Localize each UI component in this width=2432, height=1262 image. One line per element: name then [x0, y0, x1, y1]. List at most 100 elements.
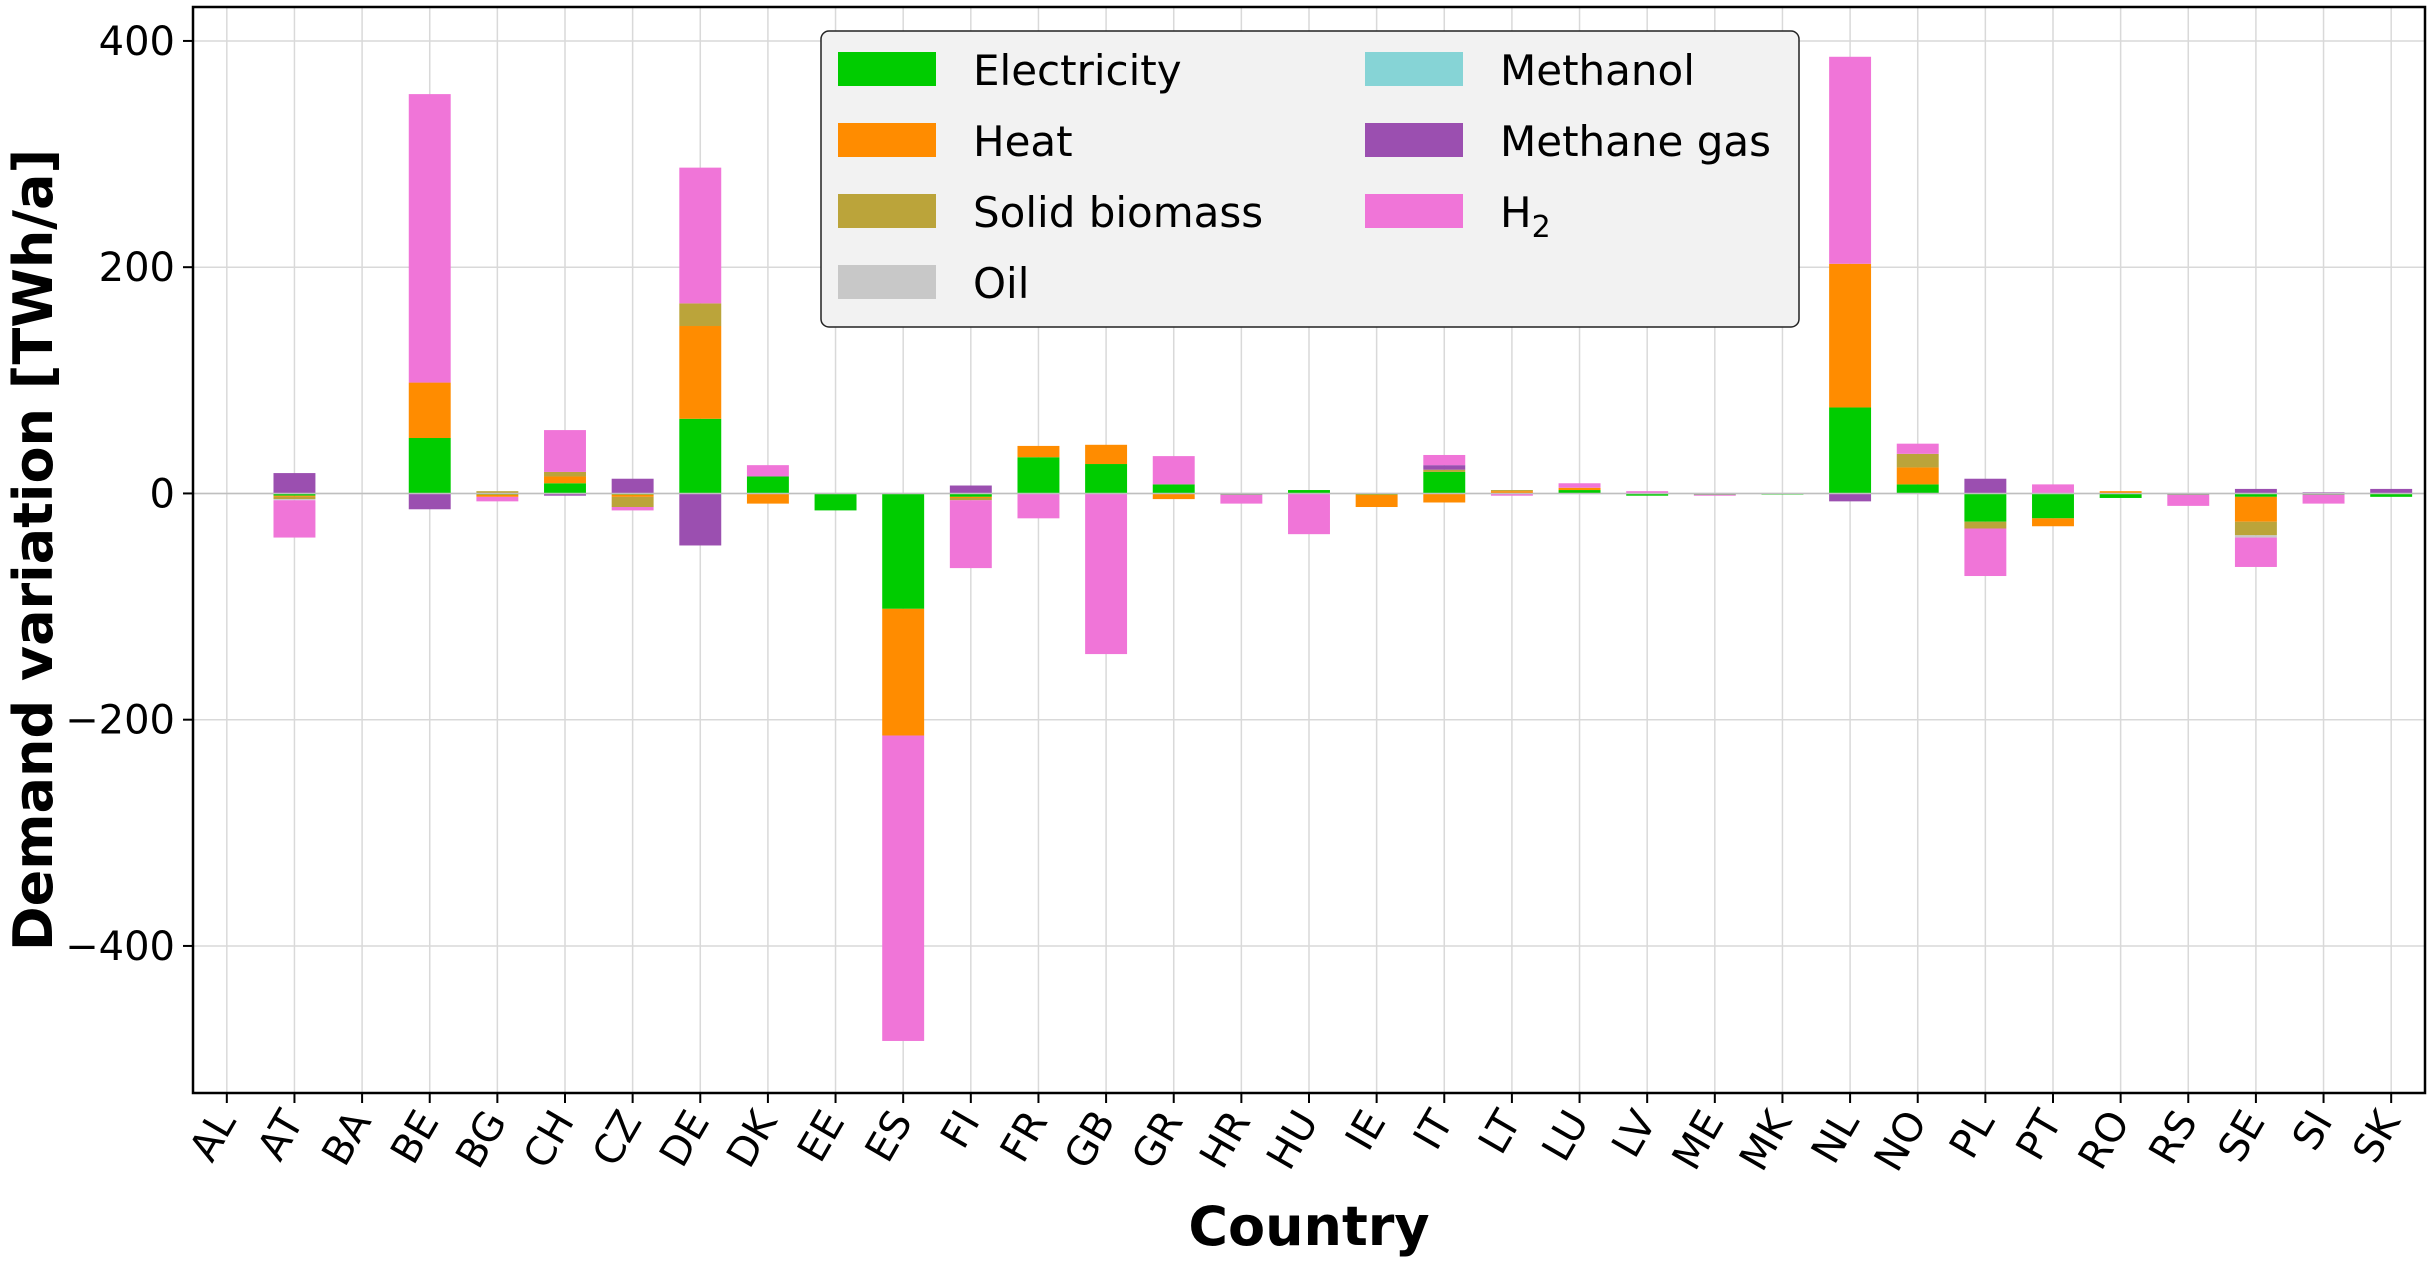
bar-ch-solid-biomass — [544, 471, 586, 477]
bar-bg-heat — [476, 494, 519, 497]
legend-swatch-solid-biomass — [838, 194, 936, 228]
x-tick-label: BE — [382, 1103, 448, 1172]
bar-be-h2 — [408, 94, 451, 383]
bar-gr-heat — [1152, 493, 1195, 500]
x-tick-label: CH — [515, 1103, 584, 1176]
x-tick-label: RO — [2070, 1103, 2139, 1177]
bar-ro-electricity — [2099, 493, 2142, 498]
bar-cz-methane-gas — [611, 478, 654, 494]
x-tick-label: DE — [651, 1103, 719, 1175]
x-tick-label: LV — [1603, 1102, 1666, 1165]
x-tick-label: ME — [1664, 1103, 1734, 1178]
bar-de-solid-biomass — [679, 303, 722, 327]
bar-de-h2 — [679, 167, 722, 304]
bar-gb-electricity — [1085, 464, 1128, 494]
bar-it-solid-biomass — [1423, 469, 1466, 472]
bar-cz-h2 — [611, 507, 654, 511]
bar-at-solid-biomass — [273, 496, 316, 500]
bar-fr-heat — [1017, 445, 1060, 458]
x-tick-label: GR — [1123, 1103, 1192, 1177]
x-axis-title: Country — [1188, 1195, 1429, 1258]
x-tick-label: EE — [789, 1103, 854, 1170]
legend-label-oil: Oil — [973, 259, 1029, 308]
bar-lt-heat — [1490, 491, 1533, 494]
bar-fi-methane-gas — [949, 485, 992, 494]
x-tick-label: RS — [2141, 1103, 2207, 1172]
bar-lv-electricity — [1626, 493, 1669, 496]
legend-label-methanol: Methanol — [1500, 46, 1695, 95]
x-tick-label: CZ — [584, 1103, 652, 1174]
bar-ee-electricity — [814, 493, 857, 511]
bar-fi-heat — [949, 496, 992, 498]
legend-swatch-heat — [838, 123, 936, 157]
x-tick-label: GB — [1056, 1103, 1125, 1177]
bar-dk-electricity — [746, 476, 789, 494]
y-tick-label: −400 — [65, 924, 175, 970]
x-tick-label: SI — [2284, 1103, 2342, 1158]
bar-lu-heat — [1558, 487, 1601, 491]
bar-at-oil — [273, 499, 316, 501]
legend-swatch-methanol — [1365, 52, 1463, 86]
bar-lu-h2 — [1558, 483, 1601, 488]
x-tick-label: SK — [2344, 1101, 2411, 1170]
x-tick-label: SE — [2209, 1103, 2274, 1170]
bar-no-h2 — [1896, 443, 1939, 454]
bars — [273, 56, 2413, 1041]
bar-ch-methane-gas — [544, 493, 586, 496]
bar-cz-heat — [611, 494, 654, 497]
y-tick-label: 0 — [150, 471, 175, 517]
bar-gr-h2 — [1152, 456, 1195, 485]
bar-fr-h2 — [1017, 493, 1060, 519]
legend: Electricity Heat Solid biomass Oil Methanol M… — [820, 30, 1800, 328]
y-tick-label: 200 — [99, 245, 175, 291]
bar-hu-electricity — [1288, 490, 1330, 494]
legend-swatch-methane-gas — [1365, 123, 1463, 157]
bar-ch-heat — [544, 476, 586, 484]
grid-lines — [193, 7, 2425, 1093]
bar-lt-solid-biomass — [1490, 490, 1533, 492]
x-tick-label: IT — [1405, 1103, 1463, 1158]
y-axis-title: Demand variation [TWh/a] — [2, 149, 65, 951]
bar-at-methane-gas — [273, 473, 316, 494]
bar-me-h2 — [1693, 494, 1736, 496]
bar-fi-electricity — [949, 493, 992, 497]
x-tick-label: ES — [857, 1103, 922, 1170]
x-tick-label: LT — [1470, 1103, 1531, 1162]
bar-pt-h2 — [2032, 484, 2074, 494]
legend-label-methane-gas: Methane gas — [1500, 117, 1771, 166]
bar-de-methane-gas — [679, 493, 722, 546]
legend-label-electricity: Electricity — [973, 46, 1182, 95]
bar-fr-electricity — [1017, 457, 1060, 494]
bar-fi-h2 — [949, 500, 992, 569]
bar-es-heat — [882, 608, 925, 736]
x-tick-label: BA — [314, 1102, 382, 1173]
bar-it-electricity — [1423, 471, 1466, 494]
bar-at-heat — [273, 495, 316, 497]
bar-lv-h2 — [1626, 491, 1669, 494]
x-tick-label: LU — [1534, 1103, 1599, 1169]
bar-se-heat — [2234, 496, 2277, 522]
legend-label-solid-biomass: Solid biomass — [973, 188, 1263, 237]
x-tick-label: PL — [1941, 1102, 2004, 1166]
bar-sk-electricity — [2370, 493, 2413, 497]
bar-se-solid-biomass — [2234, 521, 2277, 536]
bar-se-h2 — [2234, 537, 2277, 567]
bar-be-heat — [408, 382, 451, 439]
bar-pl-methane-gas — [1964, 478, 2007, 494]
bar-it-methane-gas — [1423, 465, 1466, 470]
bar-it-heat — [1423, 493, 1466, 503]
bar-no-heat — [1896, 467, 1939, 485]
legend-label-heat: Heat — [973, 117, 1073, 166]
bar-gr-electricity — [1152, 484, 1195, 494]
bar-dk-heat — [746, 493, 789, 504]
bar-cz-solid-biomass — [611, 496, 654, 508]
bar-no-electricity — [1896, 484, 1939, 494]
bar-hu-h2 — [1288, 493, 1330, 535]
x-tick-label: AL — [181, 1102, 246, 1169]
x-tick-label: HR — [1191, 1103, 1260, 1176]
bar-at-h2 — [273, 500, 316, 538]
x-tick-label: NL — [1803, 1102, 1869, 1171]
bar-se-electricity — [2234, 493, 2277, 497]
bar-be-methane-gas — [408, 493, 451, 510]
